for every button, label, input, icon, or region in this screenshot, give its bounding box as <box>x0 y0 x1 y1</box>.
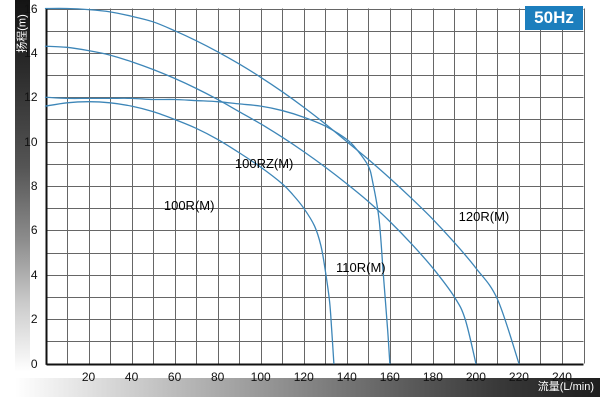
x-tick-label: 80 <box>210 369 225 384</box>
x-tick-label: 140 <box>336 369 357 384</box>
curve-label-100rzm: 100RZ(M) <box>234 155 294 171</box>
x-tick-label: 120 <box>293 369 314 384</box>
x-tick-label: 200 <box>465 369 486 384</box>
pump-curve-1 <box>44 7 520 365</box>
y-tick-label: 16 <box>24 1 38 16</box>
y-axis-gradient-bar: 扬程(m) <box>15 0 30 372</box>
y-tick-label: 10 <box>24 134 38 149</box>
y-tick-label: 0 <box>30 356 38 371</box>
x-tick-label: 60 <box>167 369 182 384</box>
y-tick-label: 2 <box>30 312 38 327</box>
x-axis-label: 流量(L/min) <box>537 381 594 393</box>
y-tick-label: 6 <box>30 223 38 238</box>
x-tick-label: 160 <box>379 369 400 384</box>
y-tick-label: 4 <box>30 267 38 282</box>
pump-curves <box>44 7 520 365</box>
frequency-badge: 50Hz <box>525 6 583 30</box>
x-axis-gradient-bar: 流量(L/min) <box>15 378 600 397</box>
pump-curve-3 <box>44 96 391 365</box>
x-tick-label: 40 <box>124 369 139 384</box>
curve-label-110rm: 110R(M) <box>336 260 386 276</box>
x-tick-label: 20 <box>81 369 96 384</box>
pump-curve-2 <box>44 45 477 365</box>
y-tick-label: 14 <box>24 45 38 60</box>
axis-lines <box>45 8 584 366</box>
pump-curve-4 <box>44 101 335 365</box>
curve-label-100rm: 100R(M) <box>163 197 215 213</box>
x-tick-label: 180 <box>422 369 443 384</box>
grid-major-lines <box>45 8 584 366</box>
x-tick-label: 240 <box>551 369 572 384</box>
y-tick-label: 8 <box>30 179 38 193</box>
x-tick-label: 100 <box>250 369 271 384</box>
x-tick-label: 220 <box>508 369 529 384</box>
curve-label-120rm: 120R(M) <box>458 209 510 225</box>
y-tick-label: 12 <box>24 90 38 105</box>
